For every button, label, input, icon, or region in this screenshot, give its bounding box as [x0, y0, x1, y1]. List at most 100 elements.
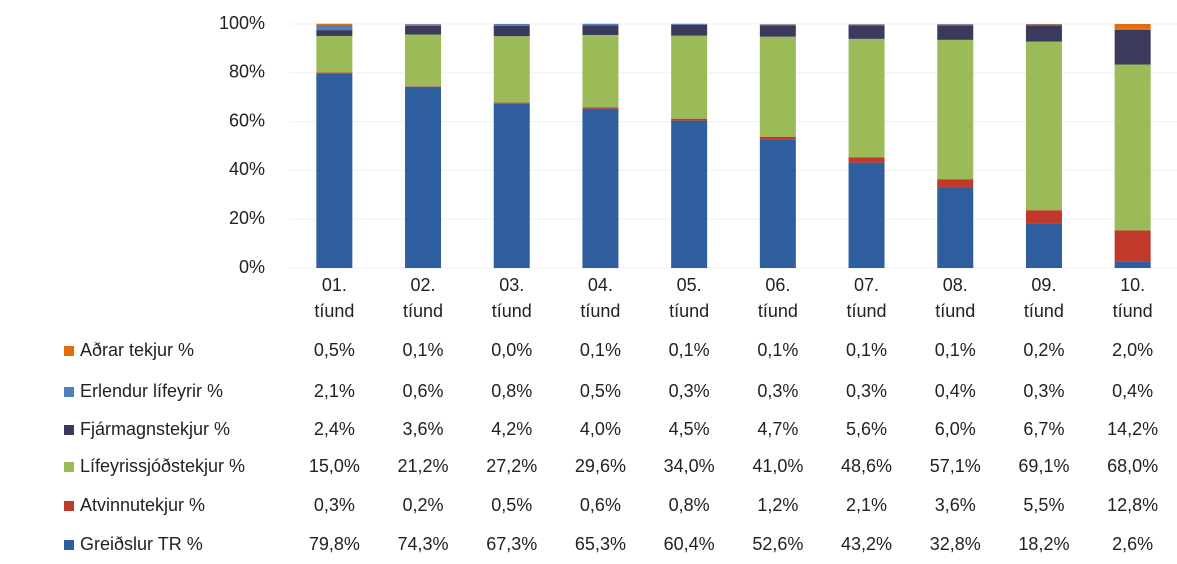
bar-segment [1114, 261, 1151, 268]
y-tick-label: 40% [229, 159, 265, 179]
bar-segment [405, 25, 442, 35]
x-tick-label: 08. tíund [935, 275, 976, 321]
y-tick-label: 0% [239, 257, 265, 277]
table-cell: 0,3% [757, 381, 798, 401]
bar-segment [316, 72, 353, 74]
bar-segment [671, 24, 708, 25]
table-cell: 67,3% [486, 534, 537, 554]
table-cell: 74,3% [398, 534, 449, 554]
x-tick-label: 06. tíund [757, 275, 798, 321]
table-cell: 0,8% [669, 495, 710, 515]
table-cell: 48,6% [841, 456, 892, 476]
bar-segment [848, 162, 885, 268]
table-cell: 0,1% [403, 340, 444, 360]
table-cell: 4,7% [757, 419, 798, 439]
table-cell: 5,5% [1023, 495, 1064, 515]
table-cell: 2,6% [1112, 534, 1153, 554]
table-cell: 52,6% [752, 534, 803, 554]
legend-label: Lífeyrissjóðstekjur % [80, 456, 245, 476]
table-cell: 0,1% [580, 340, 621, 360]
table-cell: 79,8% [309, 534, 360, 554]
table-cell: 34,0% [664, 456, 715, 476]
x-tick-label: 02. tíund [403, 275, 444, 321]
table-cell: 0,3% [846, 381, 887, 401]
table-cell: 32,8% [930, 534, 981, 554]
bar-segment [1025, 41, 1062, 211]
table-cell: 4,5% [669, 419, 710, 439]
bar-segment [671, 118, 708, 121]
table-cell: 21,2% [398, 456, 449, 476]
bar-segment [671, 24, 708, 36]
table-cell: 0,8% [491, 381, 532, 401]
table-cell: 0,1% [669, 340, 710, 360]
bar-segment [937, 25, 974, 40]
x-tick-label: 01. tíund [314, 275, 355, 321]
table-cell: 0,1% [757, 340, 798, 360]
bar-segment [1025, 223, 1062, 268]
bar-segment [759, 139, 796, 268]
table-cell: 3,6% [935, 495, 976, 515]
table-cell: 43,2% [841, 534, 892, 554]
bar-segment [582, 24, 619, 26]
bar-segment [848, 157, 885, 163]
table-cell: 5,6% [846, 419, 887, 439]
table-cell: 14,2% [1107, 419, 1158, 439]
bar-segment [937, 187, 974, 268]
legend-swatch [64, 425, 74, 435]
bar-segment [493, 25, 530, 37]
table-cell: 2,4% [314, 419, 355, 439]
bar-segment [1114, 24, 1151, 29]
legend-swatch [64, 387, 74, 397]
legend-label: Greiðslur TR % [80, 534, 203, 554]
bar-segment [1114, 230, 1151, 262]
table-cell: 57,1% [930, 456, 981, 476]
table-cell: 0,4% [1112, 381, 1153, 401]
table-cell: 65,3% [575, 534, 626, 554]
bar-segment [848, 25, 885, 39]
bar-segment [937, 179, 974, 188]
bar-segment [1025, 210, 1062, 224]
legend-swatch [64, 346, 74, 356]
table-cell: 0,5% [314, 340, 355, 360]
table-cell: 0,3% [669, 381, 710, 401]
bar-segment [493, 24, 530, 26]
bar-segment [848, 38, 885, 158]
bar-segment [316, 23, 353, 25]
table-cell: 6,7% [1023, 419, 1064, 439]
bar-segment [759, 24, 796, 26]
bar-segment [759, 25, 796, 37]
table-cell: 15,0% [309, 456, 360, 476]
bar-segment [493, 103, 530, 269]
table-cell: 0,1% [935, 340, 976, 360]
table-cell: 2,1% [846, 495, 887, 515]
table-cell: 0,6% [580, 495, 621, 515]
bar-segment [582, 25, 619, 35]
bar-segment [848, 24, 885, 26]
bar-segment [1114, 29, 1151, 65]
legend-label: Fjármagnstekjur % [80, 419, 230, 439]
table-cell: 6,0% [935, 419, 976, 439]
table-cell: 0,5% [580, 381, 621, 401]
table-cell: 0,6% [403, 381, 444, 401]
bar-segment [405, 24, 442, 26]
bar-segment [405, 34, 442, 87]
table-cell: 68,0% [1107, 456, 1158, 476]
bar-segment [582, 34, 619, 108]
table-cell: 4,2% [491, 419, 532, 439]
table-cell: 4,0% [580, 419, 621, 439]
bar-segment [671, 35, 708, 119]
legend-swatch [64, 501, 74, 511]
table-cell: 60,4% [664, 534, 715, 554]
y-tick-label: 60% [229, 110, 265, 130]
table-cell: 0,4% [935, 381, 976, 401]
table-cell: 0,3% [314, 495, 355, 515]
bar-segment [1114, 28, 1151, 30]
table-cell: 0,3% [1023, 381, 1064, 401]
x-tick-label: 04. tíund [580, 275, 621, 321]
y-tick-label: 20% [229, 208, 265, 228]
bar-segment [937, 39, 974, 180]
bar-segment [405, 86, 442, 268]
x-tick-label: 07. tíund [846, 275, 887, 321]
table-cell: 18,2% [1018, 534, 1069, 554]
table-cell: 2,1% [314, 381, 355, 401]
